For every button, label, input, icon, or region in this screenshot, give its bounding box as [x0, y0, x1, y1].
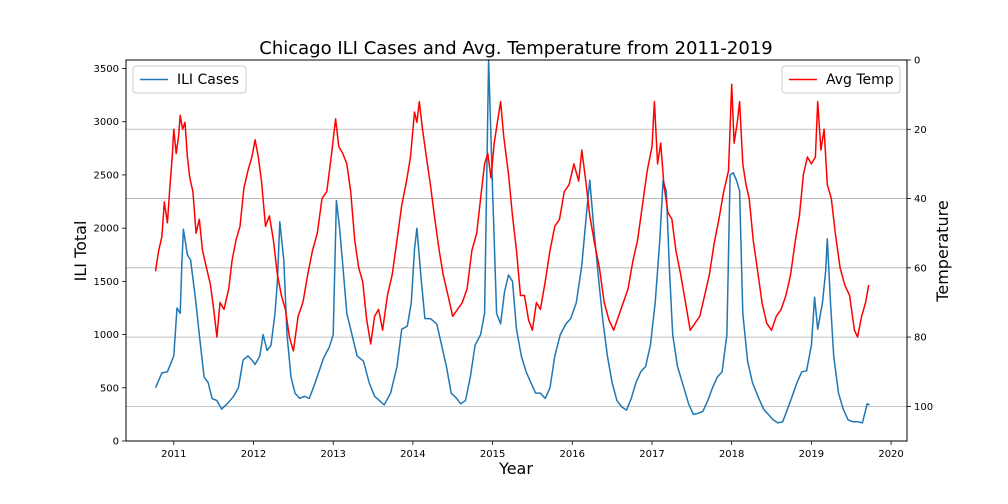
x-tick-label-4: 2015: [480, 449, 505, 460]
y-tick-label-4: 2000: [94, 224, 119, 235]
legend-ili-label: ILI Cases: [177, 72, 239, 88]
y2-tick-label-0: 0: [914, 56, 920, 67]
y-axis-title: ILI Total: [71, 221, 90, 282]
x-axis-title: Year: [498, 459, 533, 478]
x-tick-label-0: 2011: [161, 449, 186, 460]
legend-temp-label: Avg Temp: [826, 72, 894, 88]
legend-temp: Avg Temp: [781, 65, 901, 94]
y2-tick-label-2: 40: [914, 194, 927, 205]
y2-axis-title: Temperature: [933, 200, 952, 302]
chart-title: Chicago ILI Cases and Avg. Temperature f…: [259, 38, 772, 59]
plot-frame: [125, 59, 908, 442]
x-tick-label-2: 2013: [320, 449, 345, 460]
x-axis: 2011 2012 2013 2014 2015 2016 2017 2018 2019 2020: [161, 441, 904, 460]
y2-tick-label-3: 60: [914, 263, 927, 274]
x-tick-label-3: 2014: [400, 449, 425, 460]
y-tick-label-1: 500: [100, 383, 119, 394]
y-tick-label-0: 0: [113, 437, 119, 448]
y-tick-label-7: 3500: [94, 64, 119, 75]
series-lines: [154, 59, 870, 424]
legend-temp-box: [781, 65, 901, 94]
y2-tick-label-1: 20: [914, 125, 927, 136]
ili-cases-line: [154, 59, 870, 424]
y2-tick-label-4: 80: [914, 333, 927, 344]
x-tick-label-7: 2018: [719, 449, 744, 460]
avg-temp-line: [154, 83, 870, 352]
legend-ili: ILI Cases: [132, 65, 247, 94]
y-tick-label-3: 1500: [94, 277, 119, 288]
x-tick-label-8: 2019: [799, 449, 824, 460]
y-axis-right: 0 20 40 60 80 100: [907, 56, 933, 413]
legend-ili-box: [132, 65, 247, 94]
x-tick-label-5: 2016: [560, 449, 585, 460]
y-tick-label-6: 3000: [94, 117, 119, 128]
y2-tick-label-5: 100: [914, 402, 933, 413]
x-tick-label-9: 2020: [878, 449, 903, 460]
y-axis-left: 0 500 1000 1500 2000 2500 3000 3500: [94, 64, 126, 448]
y-tick-label-5: 2500: [94, 170, 119, 181]
x-tick-label-1: 2012: [241, 449, 266, 460]
y-tick-label-2: 1000: [94, 330, 119, 341]
x-tick-label-6: 2017: [639, 449, 664, 460]
